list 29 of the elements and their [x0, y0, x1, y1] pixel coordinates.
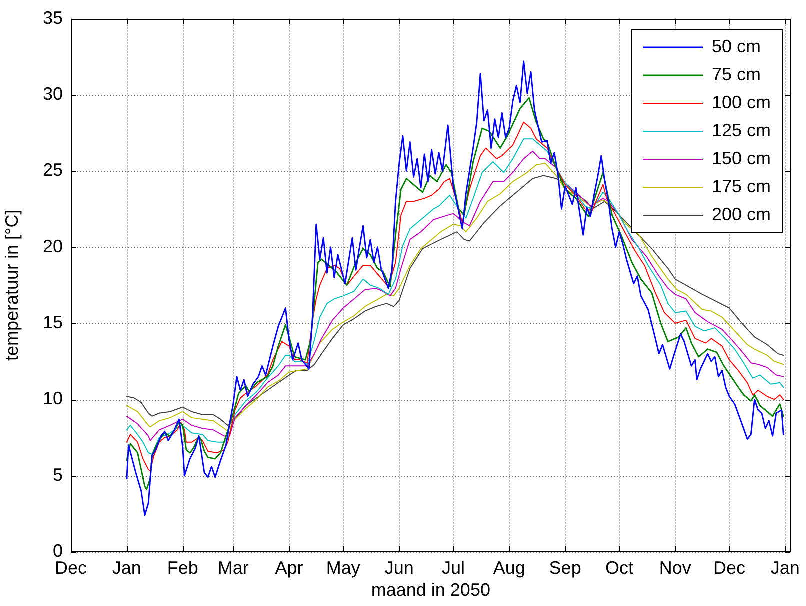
legend-label: 50 cm	[712, 36, 762, 56]
legend-label: 175 cm	[712, 176, 772, 196]
x-tick-label: Sep	[549, 558, 582, 578]
y-tick-label: 30	[42, 84, 63, 104]
x-axis-title: maand in 2050	[371, 580, 490, 600]
x-tick-label: Apr	[275, 558, 304, 578]
y-tick-label: 35	[42, 8, 63, 28]
x-tick-label: Feb	[167, 558, 198, 578]
y-tick-label: 5	[52, 464, 63, 485]
x-tick-label: Oct	[605, 558, 634, 578]
y-tick-label: 25	[42, 160, 63, 180]
x-tick-label: Jan	[770, 558, 800, 578]
x-tick-label: Aug	[493, 558, 526, 578]
x-tick-label: Jul	[442, 558, 465, 578]
x-tick-label: Jun	[384, 558, 414, 578]
x-tick-label: Mar	[218, 558, 249, 578]
y-tick-label: 20	[42, 236, 63, 256]
x-tick-label: Nov	[659, 558, 692, 578]
legend-label: 125 cm	[712, 120, 772, 140]
y-axis-title: temperatuur in [°C]	[2, 210, 22, 362]
legend-label: 150 cm	[712, 148, 772, 168]
x-tick-label: Dec	[713, 558, 746, 578]
legend-label: 75 cm	[712, 64, 762, 84]
legend-label: 200 cm	[712, 204, 772, 224]
x-tick-label: May	[326, 558, 360, 578]
legend-label: 100 cm	[712, 92, 772, 112]
y-tick-label: 15	[42, 312, 63, 332]
y-tick-label: 10	[42, 388, 63, 409]
x-tick-label: Jan	[112, 558, 142, 578]
